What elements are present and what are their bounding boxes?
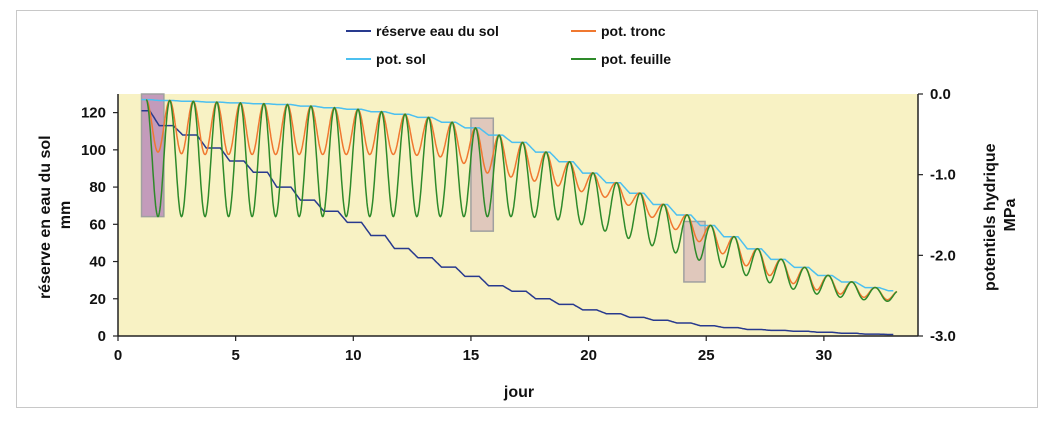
x-axis-label: jour bbox=[503, 384, 534, 401]
left-axis-label-line1: réserve en eau du sol bbox=[37, 135, 54, 299]
left-tick-label: 120 bbox=[81, 105, 106, 122]
x-tick-label: 0 bbox=[114, 347, 122, 364]
plot-area bbox=[118, 94, 918, 336]
x-tick-label: 20 bbox=[580, 347, 597, 364]
right-tick-label: -3.0 bbox=[930, 328, 956, 345]
left-tick-label: 40 bbox=[89, 254, 106, 271]
highlight-box-3 bbox=[683, 220, 706, 283]
series-line-pot-sol bbox=[141, 98, 894, 292]
left-tick-label: 100 bbox=[81, 142, 106, 159]
x-tick-label: 5 bbox=[231, 347, 239, 364]
left-axis-label-line2: mm bbox=[57, 201, 74, 229]
x-tick-label: 15 bbox=[463, 347, 480, 364]
x-tick-label: 25 bbox=[698, 347, 715, 364]
right-axis-label-line2: MPa bbox=[1002, 198, 1019, 231]
right-tick-label: -2.0 bbox=[930, 247, 956, 264]
x-tick-label: 10 bbox=[345, 347, 362, 364]
left-axis-label: réserve en eau du sol mm bbox=[37, 131, 74, 299]
left-tick-label: 60 bbox=[89, 216, 106, 233]
series-line-pot-feuille bbox=[145, 99, 898, 303]
right-tick-label: -1.0 bbox=[930, 167, 956, 184]
left-tick-label: 0 bbox=[98, 328, 106, 345]
legend-label-pot-tronc: pot. tronc bbox=[601, 23, 666, 39]
left-tick-label: 80 bbox=[89, 179, 106, 196]
legend-label-pot-sol: pot. sol bbox=[376, 51, 426, 67]
series-line-r-serve-eau-du-sol bbox=[141, 110, 894, 336]
right-axis-label: potentiels hydrique MPa bbox=[982, 139, 1019, 291]
x-tick-label: 30 bbox=[816, 347, 833, 364]
right-tick-label: 0.0 bbox=[930, 86, 951, 103]
legend-label-r-serve-eau-du-sol: réserve eau du sol bbox=[376, 23, 499, 39]
right-axis-label-line1: potentiels hydrique bbox=[982, 143, 999, 291]
left-tick-label: 20 bbox=[89, 291, 106, 308]
legend-label-pot-feuille: pot. feuille bbox=[601, 51, 671, 67]
